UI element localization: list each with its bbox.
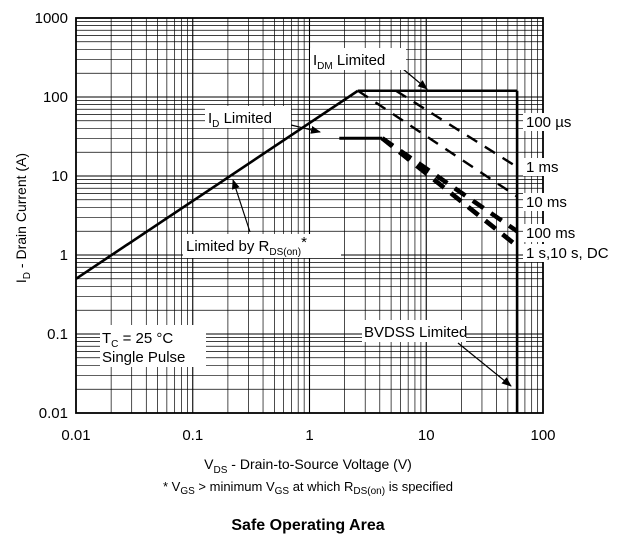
pulse-series — [357, 89, 519, 248]
bvdss-label-bg — [362, 320, 466, 342]
bvdss-arrow — [457, 342, 512, 387]
rdson-limited-label: Limited by RDS(on)* — [186, 234, 307, 258]
id-label-bg — [205, 106, 291, 128]
series-label-1-s-10-s-dc: 1 s,10 s, DC — [526, 245, 609, 262]
series-line-100-s — [395, 89, 518, 169]
plot-frame — [75, 17, 544, 414]
plot-grid — [76, 18, 543, 413]
series-line-1-s-10-s-dc — [380, 136, 519, 248]
series-label-10-ms: 10 ms — [526, 194, 567, 211]
idm-label-bg — [310, 48, 406, 70]
series-line-1-ms — [357, 89, 518, 198]
idm-limited-label: IDM Limited — [313, 52, 385, 72]
footnote: * VGS > minimum VGS at which RDS(on) is … — [163, 479, 453, 497]
y-tick-label: 0.01 — [39, 405, 68, 422]
rdson-arrow — [231, 179, 251, 233]
y-tick-label: 10 — [51, 168, 68, 185]
annotation-arrows — [231, 68, 512, 387]
y-axis-title: ID - Drain Current (A) — [13, 153, 33, 283]
y-tick-label: 1000 — [35, 10, 68, 27]
series-label-bg — [523, 244, 623, 262]
x-tick-label: 100 — [530, 427, 555, 444]
limit-lines — [75, 89, 519, 413]
series-label-bg — [523, 113, 623, 131]
tc-condition-label: TC = 25 °C — [102, 330, 173, 350]
bvdss-limited-label: BVDSS Limited — [364, 324, 467, 341]
series-label-100-s: 100 µs — [526, 114, 571, 131]
conditions-label-bg — [100, 325, 206, 367]
y-tick-label: 0.1 — [47, 326, 68, 343]
series-label-bg — [523, 224, 623, 242]
y-tick-label: 1 — [60, 247, 68, 264]
x-axis-title: VDS - Drain-to-Source Voltage (V) — [204, 456, 412, 476]
x-tick-label: 1 — [305, 427, 313, 444]
series-label-100-ms: 100 ms — [526, 225, 575, 242]
x-tick-label: 0.01 — [61, 427, 90, 444]
x-tick-label: 0.1 — [182, 427, 203, 444]
x-tick-label: 10 — [418, 427, 435, 444]
id-arrow — [290, 124, 321, 134]
y-tick-label: 100 — [43, 89, 68, 106]
series-labels: 100 µs 1 ms 10 ms 100 ms 1 s,10 s, DC — [523, 113, 623, 262]
idm-arrow — [402, 68, 428, 90]
single-pulse-label: Single Pulse — [102, 349, 185, 366]
chart-caption: Safe Operating Area — [231, 517, 384, 534]
id-limited-label: ID Limited — [208, 110, 272, 130]
series-label-bg — [523, 158, 623, 176]
series-label-1-ms: 1 ms — [526, 159, 559, 176]
tick-labels: 0.01 0.1 1 10 100 0.01 0.1 1 10 100 1000 — [35, 10, 556, 444]
series-label-bg — [523, 193, 623, 211]
rdson-label-bg — [183, 234, 341, 258]
rds_on-limit-line — [75, 89, 359, 280]
